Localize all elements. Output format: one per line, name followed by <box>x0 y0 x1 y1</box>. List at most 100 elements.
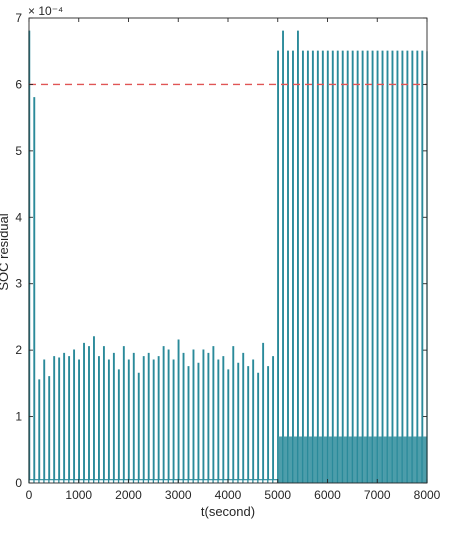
y-tick-label: 4 <box>15 210 22 224</box>
residual-spike <box>272 356 275 483</box>
residual-spike <box>292 50 294 483</box>
residual-spike <box>222 356 225 483</box>
residual-spike <box>157 356 160 483</box>
residual-spike <box>252 359 255 483</box>
residual-spike <box>33 97 36 483</box>
residual-spike <box>38 379 41 483</box>
residual-spike <box>416 50 419 483</box>
residual-spike <box>391 50 394 483</box>
residual-spike <box>326 50 329 483</box>
residual-spike <box>197 362 200 483</box>
residual-spike <box>63 352 66 483</box>
residual-spike <box>267 366 270 483</box>
residual-spike <box>152 359 155 483</box>
residual-spike <box>371 50 374 483</box>
residual-spike <box>316 50 319 483</box>
residual-spike <box>102 346 105 483</box>
x-tick-label: 1000 <box>65 488 92 502</box>
y-tick-label: 1 <box>15 410 22 424</box>
residual-spike <box>202 349 205 483</box>
residual-spike <box>396 50 399 483</box>
y-axis-label: SOC residual <box>0 213 11 290</box>
x-tick-label: 5000 <box>264 488 291 502</box>
residual-spike <box>341 50 344 483</box>
residual-spike <box>107 359 110 483</box>
residual-spike <box>262 342 265 483</box>
residual-spike <box>331 50 334 483</box>
residual-spike <box>127 359 130 483</box>
residual-spike <box>117 369 120 483</box>
x-tick-label: 0 <box>26 488 33 502</box>
x-tick-label: 7000 <box>364 488 391 502</box>
residual-spike <box>187 366 190 483</box>
residual-spike <box>232 346 235 483</box>
residual-spike <box>301 50 304 483</box>
residual-spike <box>137 372 140 483</box>
residual-spike <box>192 349 195 483</box>
y-axis-ticks: 0 1 2 3 4 5 6 7 <box>15 11 427 490</box>
residual-spike <box>177 339 180 483</box>
residual-spike <box>366 50 369 483</box>
residual-spike <box>132 352 135 483</box>
residual-spike <box>142 356 145 483</box>
residual-spike <box>321 50 324 483</box>
residual-spike <box>43 359 46 483</box>
residual-spike <box>68 356 71 483</box>
residual-spike <box>112 352 115 483</box>
residual-spike <box>172 359 175 483</box>
residual-spike <box>98 356 100 483</box>
residual-spike <box>73 349 76 483</box>
x-axis-label: t(second) <box>201 504 255 519</box>
x-tick-label: 6000 <box>314 488 341 502</box>
y-tick-label: 3 <box>15 277 22 291</box>
x-tick-label: 8000 <box>414 488 441 502</box>
residual-spike <box>182 352 185 483</box>
residual-spike <box>421 50 424 483</box>
residual-spike <box>386 50 389 483</box>
residual-spike <box>122 346 125 483</box>
residual-spike <box>167 349 170 483</box>
residual-spike <box>227 369 230 483</box>
residual-spike <box>401 50 404 483</box>
residual-spike <box>237 362 240 483</box>
residual-spike <box>83 342 85 483</box>
residual-spike <box>88 346 90 483</box>
y-tick-label: 5 <box>15 144 22 158</box>
residual-spike <box>58 357 61 483</box>
residual-spike <box>406 50 409 483</box>
residual-spike <box>277 50 279 483</box>
y-tick-label: 2 <box>15 343 22 357</box>
residual-spike <box>311 50 314 483</box>
y-tick-label: 0 <box>15 476 22 490</box>
residual-spike <box>147 352 150 483</box>
y-tick-label: 7 <box>15 11 22 25</box>
residual-spike <box>242 352 245 483</box>
residual-spike <box>48 376 51 483</box>
x-tick-label: 3000 <box>165 488 192 502</box>
residual-spike <box>162 346 165 483</box>
residual-spike <box>207 352 210 483</box>
x-axis-ticks: 0 1000 2000 3000 4000 5000 6000 7000 8000 <box>26 18 441 502</box>
residual-spike <box>306 50 309 483</box>
residual-spike <box>287 50 289 483</box>
residual-spike <box>53 356 56 483</box>
residual-spike <box>78 359 80 483</box>
residual-spike <box>336 50 339 483</box>
residual-spike <box>351 50 354 483</box>
residual-spike <box>257 372 260 483</box>
residual-spike <box>282 30 284 483</box>
residual-spike <box>212 346 215 483</box>
residual-spike <box>411 50 414 483</box>
residual-spike <box>356 50 359 483</box>
residual-spike <box>247 366 250 483</box>
y-tick-label: 6 <box>15 77 22 91</box>
x-tick-label: 2000 <box>115 488 142 502</box>
residual-spike <box>346 50 349 483</box>
residual-spike <box>361 50 364 483</box>
residual-spike <box>381 50 384 483</box>
x-tick-label: 4000 <box>215 488 242 502</box>
residual-spike <box>376 50 379 483</box>
y-exponent-label: × 10⁻⁴ <box>28 4 63 18</box>
plot-data-layer <box>28 30 428 483</box>
